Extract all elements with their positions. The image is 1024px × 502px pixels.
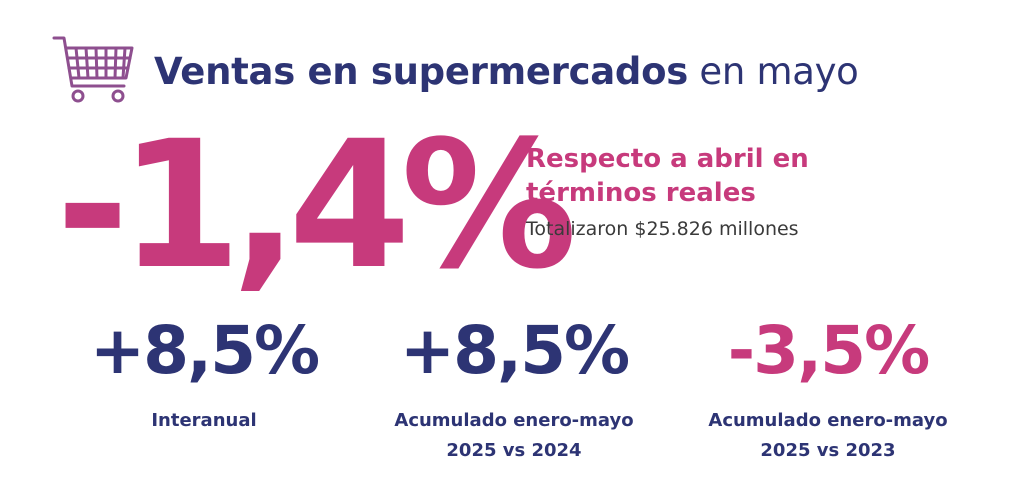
title-light: en mayo <box>687 50 859 93</box>
stat-label-line1: Interanual <box>151 410 257 431</box>
title-bold: Ventas en supermercados <box>154 50 688 93</box>
stat-acumulado-2024: +8,5% Acumulado enero-mayo 2025 vs 2024 <box>364 318 664 466</box>
stat-label: Acumulado enero-mayo 2025 vs 2023 <box>678 406 978 466</box>
stat-label-line1: Acumulado enero-mayo <box>394 410 634 431</box>
stat-label-line2: 2025 vs 2024 <box>446 440 582 461</box>
stat-value: +8,5% <box>399 312 630 389</box>
stat-label-line2: 2025 vs 2023 <box>760 440 896 461</box>
stat-acumulado-2023: -3,5% Acumulado enero-mayo 2025 vs 2023 <box>678 318 978 466</box>
headline-total: Totalizaron $25.826 millones <box>526 218 799 240</box>
shopping-cart-icon <box>52 36 134 103</box>
headline-subtitle: Respecto a abril en términos reales <box>526 142 856 210</box>
stat-label: Acumulado enero-mayo 2025 vs 2024 <box>364 406 664 466</box>
stat-value: -3,5% <box>727 312 930 389</box>
headline-value: -1,4% <box>56 103 577 308</box>
headline-subtitle-line2: términos reales <box>526 178 756 208</box>
headline-value-text: -1,4% <box>56 103 577 308</box>
headline-subtitle-line1: Respecto a abril en <box>526 144 809 174</box>
stat-value: +8,5% <box>89 312 320 389</box>
page-title: Ventas en supermercados en mayo <box>154 50 859 93</box>
stat-label-line1: Acumulado enero-mayo <box>708 410 948 431</box>
stat-label: Interanual <box>54 406 354 436</box>
stat-interanual: +8,5% Interanual <box>54 318 354 436</box>
